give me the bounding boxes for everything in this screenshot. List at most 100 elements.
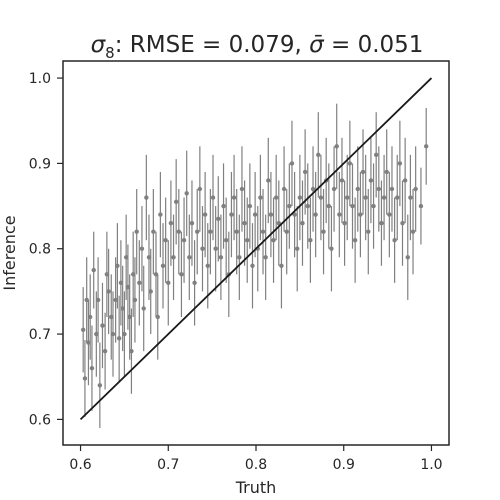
data-point [292, 171, 297, 258]
data-point [331, 146, 337, 232]
point-marker [310, 186, 316, 192]
data-point [187, 214, 192, 300]
point-marker [87, 314, 93, 320]
point-marker [342, 220, 347, 226]
point-marker [120, 306, 125, 311]
point-marker [155, 314, 160, 320]
data-point [179, 231, 184, 317]
point-marker [247, 203, 253, 209]
data-point [392, 197, 397, 283]
data-point [139, 206, 145, 292]
data-point [109, 274, 114, 360]
data-point [181, 197, 187, 283]
data-point [266, 137, 271, 224]
data-point [271, 197, 276, 283]
point-marker [389, 186, 395, 192]
point-marker [80, 327, 86, 332]
point-marker [139, 246, 145, 251]
data-point [216, 176, 221, 262]
data-point [86, 299, 91, 386]
data-point [218, 214, 224, 300]
point-marker [405, 255, 410, 260]
point-marker [134, 229, 139, 234]
point-marker [109, 314, 114, 320]
data-point [379, 180, 384, 266]
point-marker [125, 284, 131, 290]
data-point [116, 295, 122, 381]
data-point [345, 154, 350, 241]
point-marker [287, 203, 292, 209]
point-marker [97, 383, 103, 388]
data-point [184, 150, 189, 236]
point-marker [229, 212, 234, 217]
data-point [252, 171, 258, 258]
data-point [363, 154, 368, 241]
data-point [334, 103, 339, 189]
data-point [366, 189, 371, 275]
point-marker [173, 199, 179, 204]
data-point [400, 180, 405, 266]
data-point [223, 197, 229, 283]
point-marker [187, 255, 192, 260]
data-point [313, 171, 318, 258]
point-marker [245, 238, 250, 243]
point-marker [168, 220, 174, 226]
point-marker [266, 178, 271, 183]
data-point [329, 206, 334, 292]
point-marker [318, 195, 324, 200]
point-marker [208, 229, 213, 234]
point-marker [387, 212, 392, 217]
data-point [134, 189, 139, 275]
point-marker [281, 186, 287, 192]
point-marker [273, 195, 279, 200]
data-point [168, 180, 174, 266]
point-marker [358, 212, 363, 217]
data-point [389, 146, 395, 232]
point-marker [89, 366, 95, 371]
point-marker [100, 323, 105, 328]
data-point [113, 257, 118, 343]
point-marker [84, 297, 89, 303]
data-point [234, 189, 239, 275]
point-marker [153, 272, 159, 277]
data-point [387, 171, 392, 258]
x-tick-label: 1.0 [420, 457, 442, 473]
data-point [125, 244, 131, 330]
point-marker [179, 272, 184, 277]
title-rmse-text: : RMSE = 0.079, [115, 32, 309, 58]
point-marker [371, 203, 376, 209]
data-point [129, 308, 134, 394]
data-point [318, 154, 324, 241]
data-point [297, 154, 303, 241]
title-sigma-symbol: σ [91, 32, 107, 58]
data-point [110, 291, 116, 377]
data-point [95, 257, 101, 343]
data-point [137, 240, 142, 326]
data-point [239, 146, 245, 232]
data-point [100, 282, 105, 369]
point-marker [148, 289, 153, 294]
point-marker [189, 220, 195, 226]
point-marker [106, 289, 111, 294]
point-marker [171, 255, 176, 260]
point-marker [137, 280, 142, 286]
point-marker [392, 238, 397, 243]
point-marker [141, 306, 146, 311]
point-marker [300, 220, 305, 226]
point-marker [339, 178, 345, 183]
point-marker [402, 178, 408, 183]
point-marker [195, 229, 200, 234]
data-point [368, 137, 374, 224]
data-point [195, 189, 200, 275]
data-point [229, 171, 234, 258]
data-point [352, 197, 358, 283]
point-marker [258, 195, 263, 200]
data-point [197, 146, 203, 232]
data-point [295, 206, 300, 292]
data-point [104, 231, 110, 317]
point-marker [200, 246, 205, 251]
point-marker [158, 212, 163, 217]
point-marker [326, 203, 332, 209]
data-point [316, 112, 321, 198]
point-marker [242, 220, 247, 226]
